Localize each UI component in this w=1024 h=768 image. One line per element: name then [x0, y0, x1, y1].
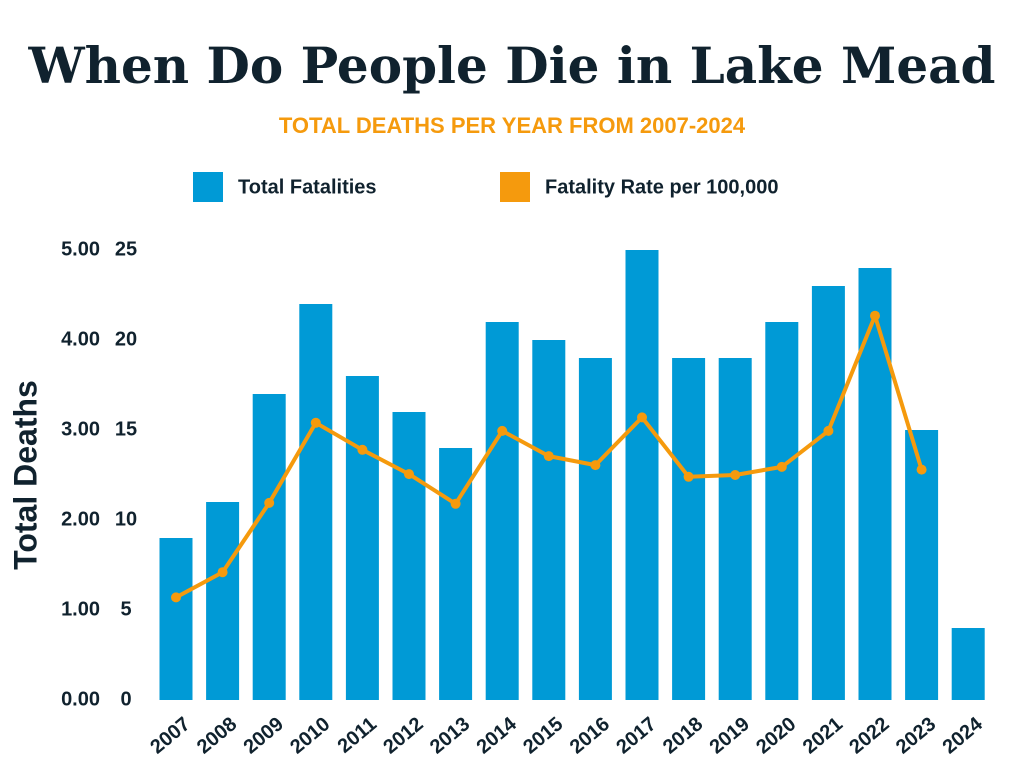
- bar: [905, 430, 939, 700]
- y2-tick-label: 3.00: [61, 418, 100, 440]
- y2-tick-label: 1.00: [61, 598, 100, 620]
- y2-tick-label: 0.00: [61, 688, 100, 710]
- line-point: [404, 469, 414, 480]
- line-point: [264, 497, 275, 508]
- bar: [672, 358, 706, 700]
- x-tick-label: 2008: [193, 713, 241, 758]
- x-tick-label: 2020: [752, 713, 800, 758]
- bar: [159, 538, 193, 700]
- line-point: [683, 471, 694, 482]
- line-point: [590, 460, 601, 471]
- bar: [206, 502, 240, 700]
- bar: [252, 394, 286, 700]
- x-tick-label: 2013: [426, 713, 474, 758]
- x-tick-label: 2021: [799, 713, 847, 758]
- bar: [951, 628, 985, 700]
- line-point: [543, 451, 554, 462]
- line-point: [450, 498, 461, 509]
- x-tick-label: 2024: [939, 712, 988, 758]
- line-point: [171, 592, 181, 603]
- bar: [625, 250, 659, 700]
- y-tick-label: 25: [115, 238, 137, 260]
- line-point: [310, 417, 321, 428]
- y-tick-label: 20: [115, 328, 137, 350]
- chart-subtitle: TOTAL DEATHS PER YEAR FROM 2007-2024: [279, 113, 746, 138]
- x-tick-label: 2011: [334, 713, 381, 758]
- x-tick-label: 2016: [566, 713, 614, 758]
- bar: [485, 322, 519, 700]
- y-tick-label: 0: [120, 688, 131, 710]
- y-tick-label: 5: [120, 598, 131, 620]
- line-point: [776, 461, 787, 472]
- x-tick-label: 2015: [519, 713, 567, 758]
- legend-label: Total Fatalities: [238, 176, 377, 198]
- x-tick-label: 2012: [379, 713, 427, 758]
- chart-title: When Do People Die in Lake Mead: [27, 36, 995, 95]
- legend-swatch: [193, 172, 223, 202]
- legend-label: Fatality Rate per 100,000: [545, 176, 778, 198]
- line-point: [870, 310, 880, 321]
- bar: [392, 412, 426, 700]
- line-point: [730, 470, 741, 480]
- bar: [345, 376, 379, 700]
- bar: [858, 268, 892, 700]
- x-tick-label: 2009: [240, 713, 288, 758]
- bar: [299, 304, 333, 700]
- line-point: [637, 412, 647, 423]
- x-tick-label: 2018: [659, 713, 707, 758]
- legend-swatch: [500, 172, 530, 202]
- bar: [718, 358, 752, 700]
- y-axis-label: Total Deaths: [7, 380, 43, 570]
- line-point: [357, 444, 368, 455]
- y2-tick-label: 2.00: [61, 508, 100, 530]
- x-tick-label: 2007: [146, 713, 194, 758]
- x-tick-label: 2019: [706, 713, 754, 758]
- line-point: [916, 464, 927, 475]
- y-tick-label: 15: [115, 418, 137, 440]
- x-tick-label: 2014: [473, 712, 522, 758]
- y2-tick-label: 4.00: [61, 328, 100, 350]
- y2-tick-label: 5.00: [61, 238, 100, 260]
- line-point: [823, 425, 834, 436]
- x-tick-label: 2010: [286, 713, 334, 758]
- x-tick-label: 2022: [845, 713, 893, 758]
- x-tick-label: 2017: [612, 713, 660, 758]
- x-tick-label: 2023: [892, 713, 940, 758]
- bar: [532, 340, 566, 700]
- bar: [811, 286, 845, 700]
- line-point: [497, 425, 508, 436]
- bar: [765, 322, 799, 700]
- y-tick-label: 10: [115, 508, 137, 530]
- line-point: [217, 567, 228, 578]
- bar: [578, 358, 612, 700]
